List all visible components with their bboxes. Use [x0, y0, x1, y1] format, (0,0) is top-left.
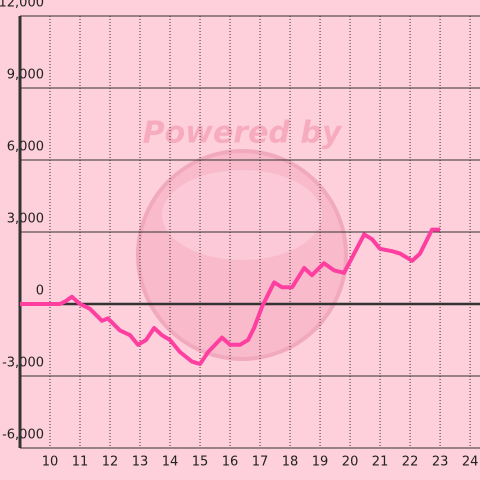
x-tick-label: 22: [402, 455, 419, 470]
y-tick-label: 0: [36, 284, 44, 299]
line: [20, 227, 441, 366]
y-tick-label: 6,000: [7, 140, 44, 155]
y-tick-label: -6,000: [2, 428, 44, 443]
watermark-globe: [136, 149, 348, 361]
x-tick-label: 14: [162, 455, 179, 470]
x-tick-label: 23: [432, 455, 449, 470]
x-tick-label: 19: [312, 455, 329, 470]
y-tick-label: 3,000: [7, 212, 44, 227]
x-tick-label: 15: [192, 455, 209, 470]
x-tick-label: 16: [222, 455, 239, 470]
x-tick-label: 10: [42, 455, 59, 470]
x-tick-label: 21: [372, 455, 389, 470]
x-tick-label: 12: [102, 455, 119, 470]
y-tick-label: 12,000: [0, 0, 44, 11]
y-tick-label: 9,000: [7, 68, 44, 83]
x-tick-label: 17: [252, 455, 269, 470]
x-tick-label: 20: [342, 455, 359, 470]
watermark: Powered by: [143, 116, 343, 151]
x-tick-label: 13: [132, 455, 149, 470]
x-tick-label: 11: [72, 455, 89, 470]
x-tick-label: 24: [462, 455, 479, 470]
x-tick-label: 18: [282, 455, 299, 470]
y-tick-label: -3,000: [2, 356, 44, 371]
